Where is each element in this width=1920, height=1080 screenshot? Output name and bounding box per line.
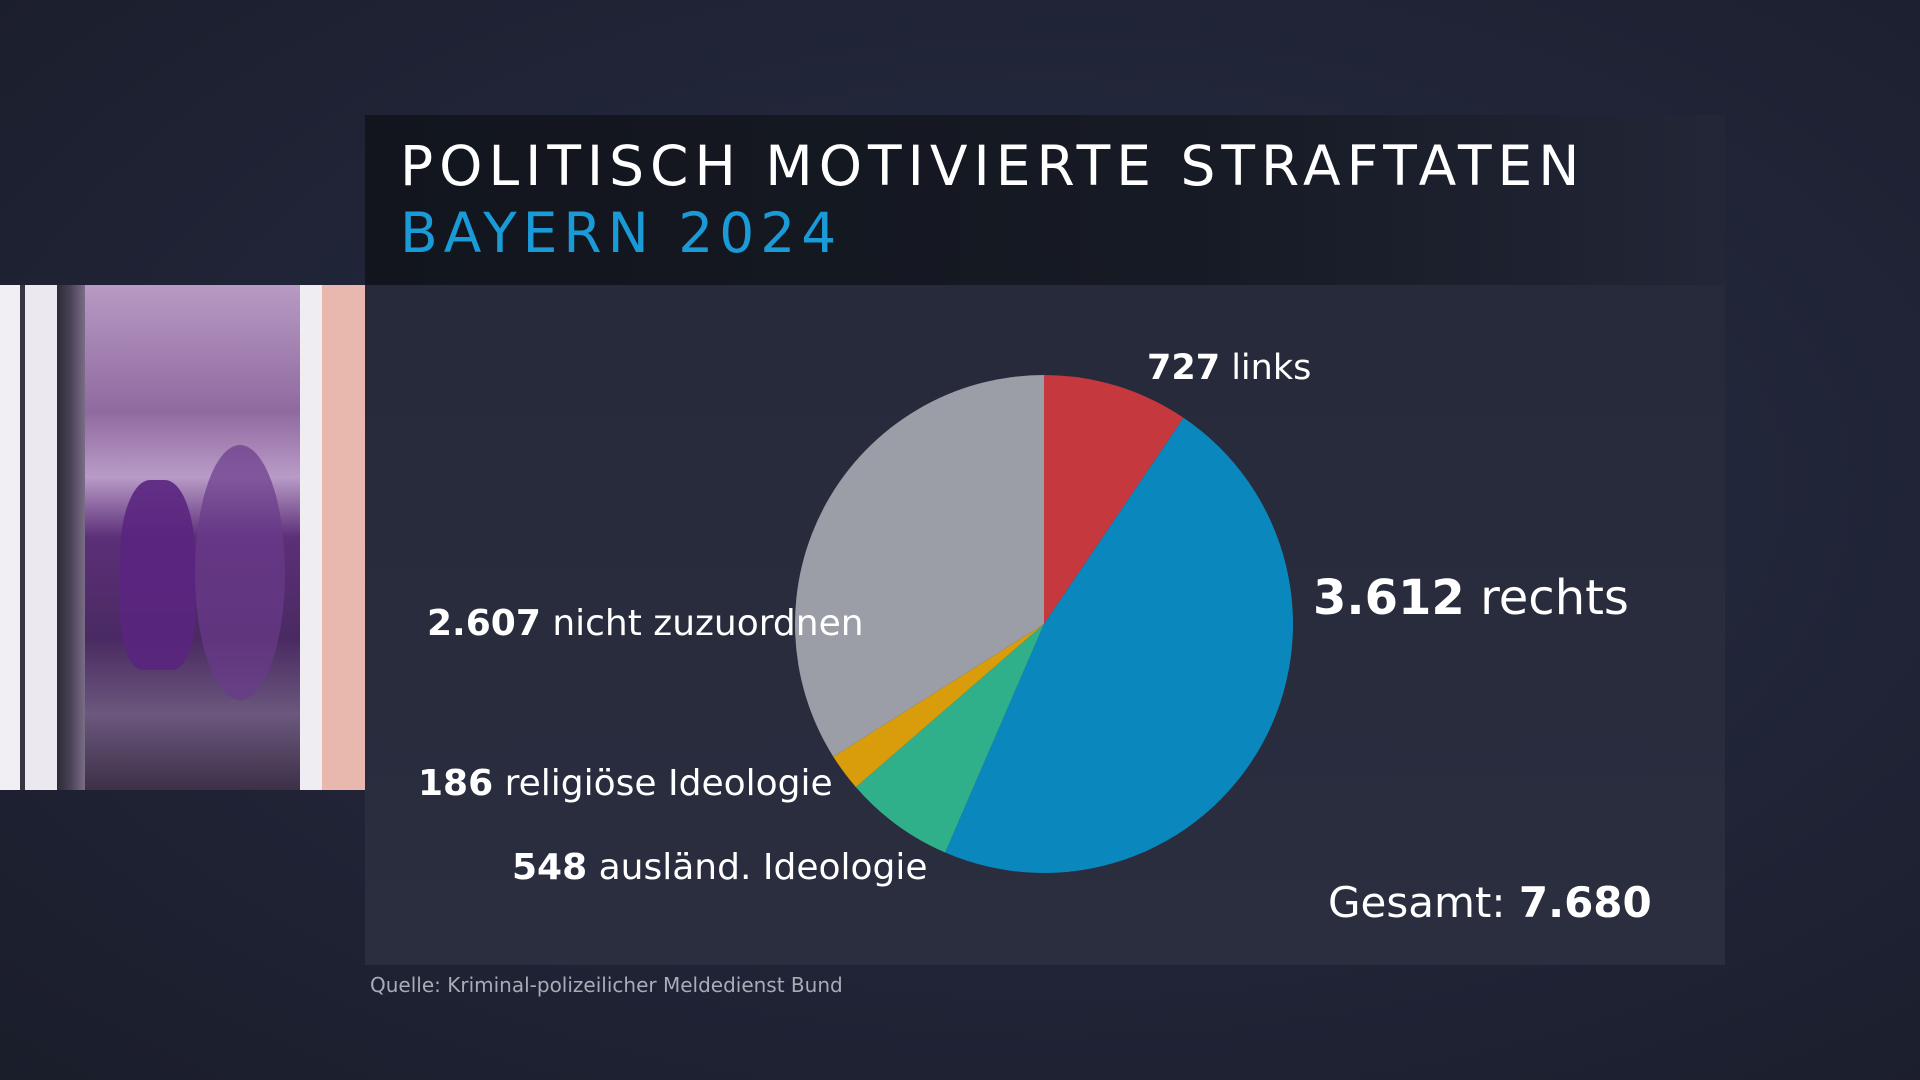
title-panel — [365, 115, 1725, 285]
pie-slice-rechts — [945, 417, 1293, 873]
label-links: 727 links — [1147, 348, 1312, 388]
broken-window-photo — [0, 285, 365, 790]
source-note: Quelle: Kriminal-polizeilicher Meldedien… — [370, 973, 843, 997]
pie-slice-nicht-zuzuordnen — [795, 375, 1044, 757]
pie-slice-religiöse-ideologie — [833, 624, 1044, 788]
label-auslaend-ideologie: 548 ausländ. Ideologie — [512, 847, 928, 888]
label-religioese-ideologie: 186 religiöse Ideologie — [418, 763, 833, 804]
pie-slice-ausländ-ideologie — [855, 624, 1044, 853]
label-rechts: 3.612 rechts — [1313, 570, 1629, 626]
label-nicht-zuzuordnen: 2.607 nicht zuzuordnen — [427, 603, 864, 644]
total-label: Gesamt: 7.680 — [1328, 878, 1652, 927]
chart-subtitle: BAYERN 2024 — [400, 201, 843, 265]
pie-chart — [795, 375, 1293, 873]
chart-title: POLITISCH MOTIVIERTE STRAFTATEN — [400, 134, 1586, 198]
pie-slice-links — [1044, 375, 1184, 624]
